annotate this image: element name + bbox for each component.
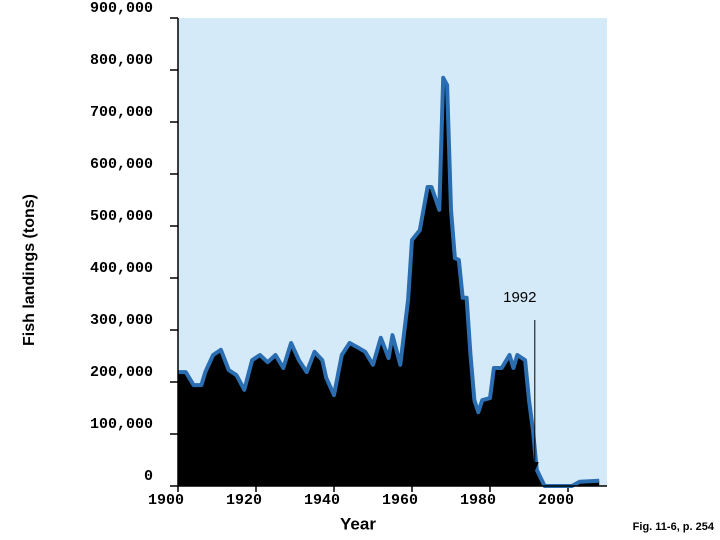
caption: Fig. 11-6, p. 254 [633,521,715,533]
y-tick-label: 300,000 [90,312,153,329]
x-axis-label: Year [340,514,376,533]
y-tick-label: 900,000 [90,0,153,17]
y-tick-label: 0 [144,468,153,485]
y-tick-label: 100,000 [90,416,153,433]
x-tick-label: 1900 [148,492,184,509]
x-tick-label: 1960 [382,492,418,509]
x-tick-label: 1940 [304,492,340,509]
y-tick-label: 700,000 [90,104,153,121]
area [178,77,600,487]
line [178,75,600,488]
y-tick-label: 200,000 [90,364,153,381]
y-tick-label: 600,000 [90,156,153,173]
y-axis-label: Fish landings (tons) [21,194,38,346]
x-tick-label: 1980 [460,492,496,509]
y-tick-label: 500,000 [90,208,153,225]
y-tick-label: 800,000 [90,52,153,69]
x-tick-label: 2000 [538,492,574,509]
annotation-label: 1992 [503,289,536,306]
arrow-head [530,462,539,471]
y-tick-label: 400,000 [90,260,153,277]
x-tick-label: 1920 [226,492,262,509]
